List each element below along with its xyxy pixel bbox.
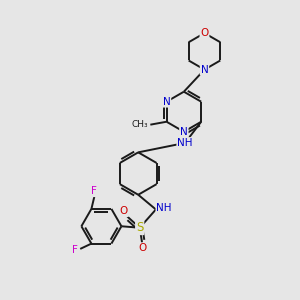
Text: N: N — [201, 64, 208, 75]
Text: N: N — [180, 127, 188, 137]
Text: N: N — [163, 97, 170, 107]
Text: F: F — [92, 186, 97, 196]
Text: NH: NH — [156, 203, 172, 213]
Text: F: F — [72, 245, 78, 255]
Text: O: O — [200, 28, 208, 38]
Text: CH₃: CH₃ — [132, 120, 148, 129]
Text: O: O — [120, 206, 128, 216]
Text: NH: NH — [177, 138, 193, 148]
Text: S: S — [136, 221, 143, 234]
Text: O: O — [138, 243, 146, 253]
